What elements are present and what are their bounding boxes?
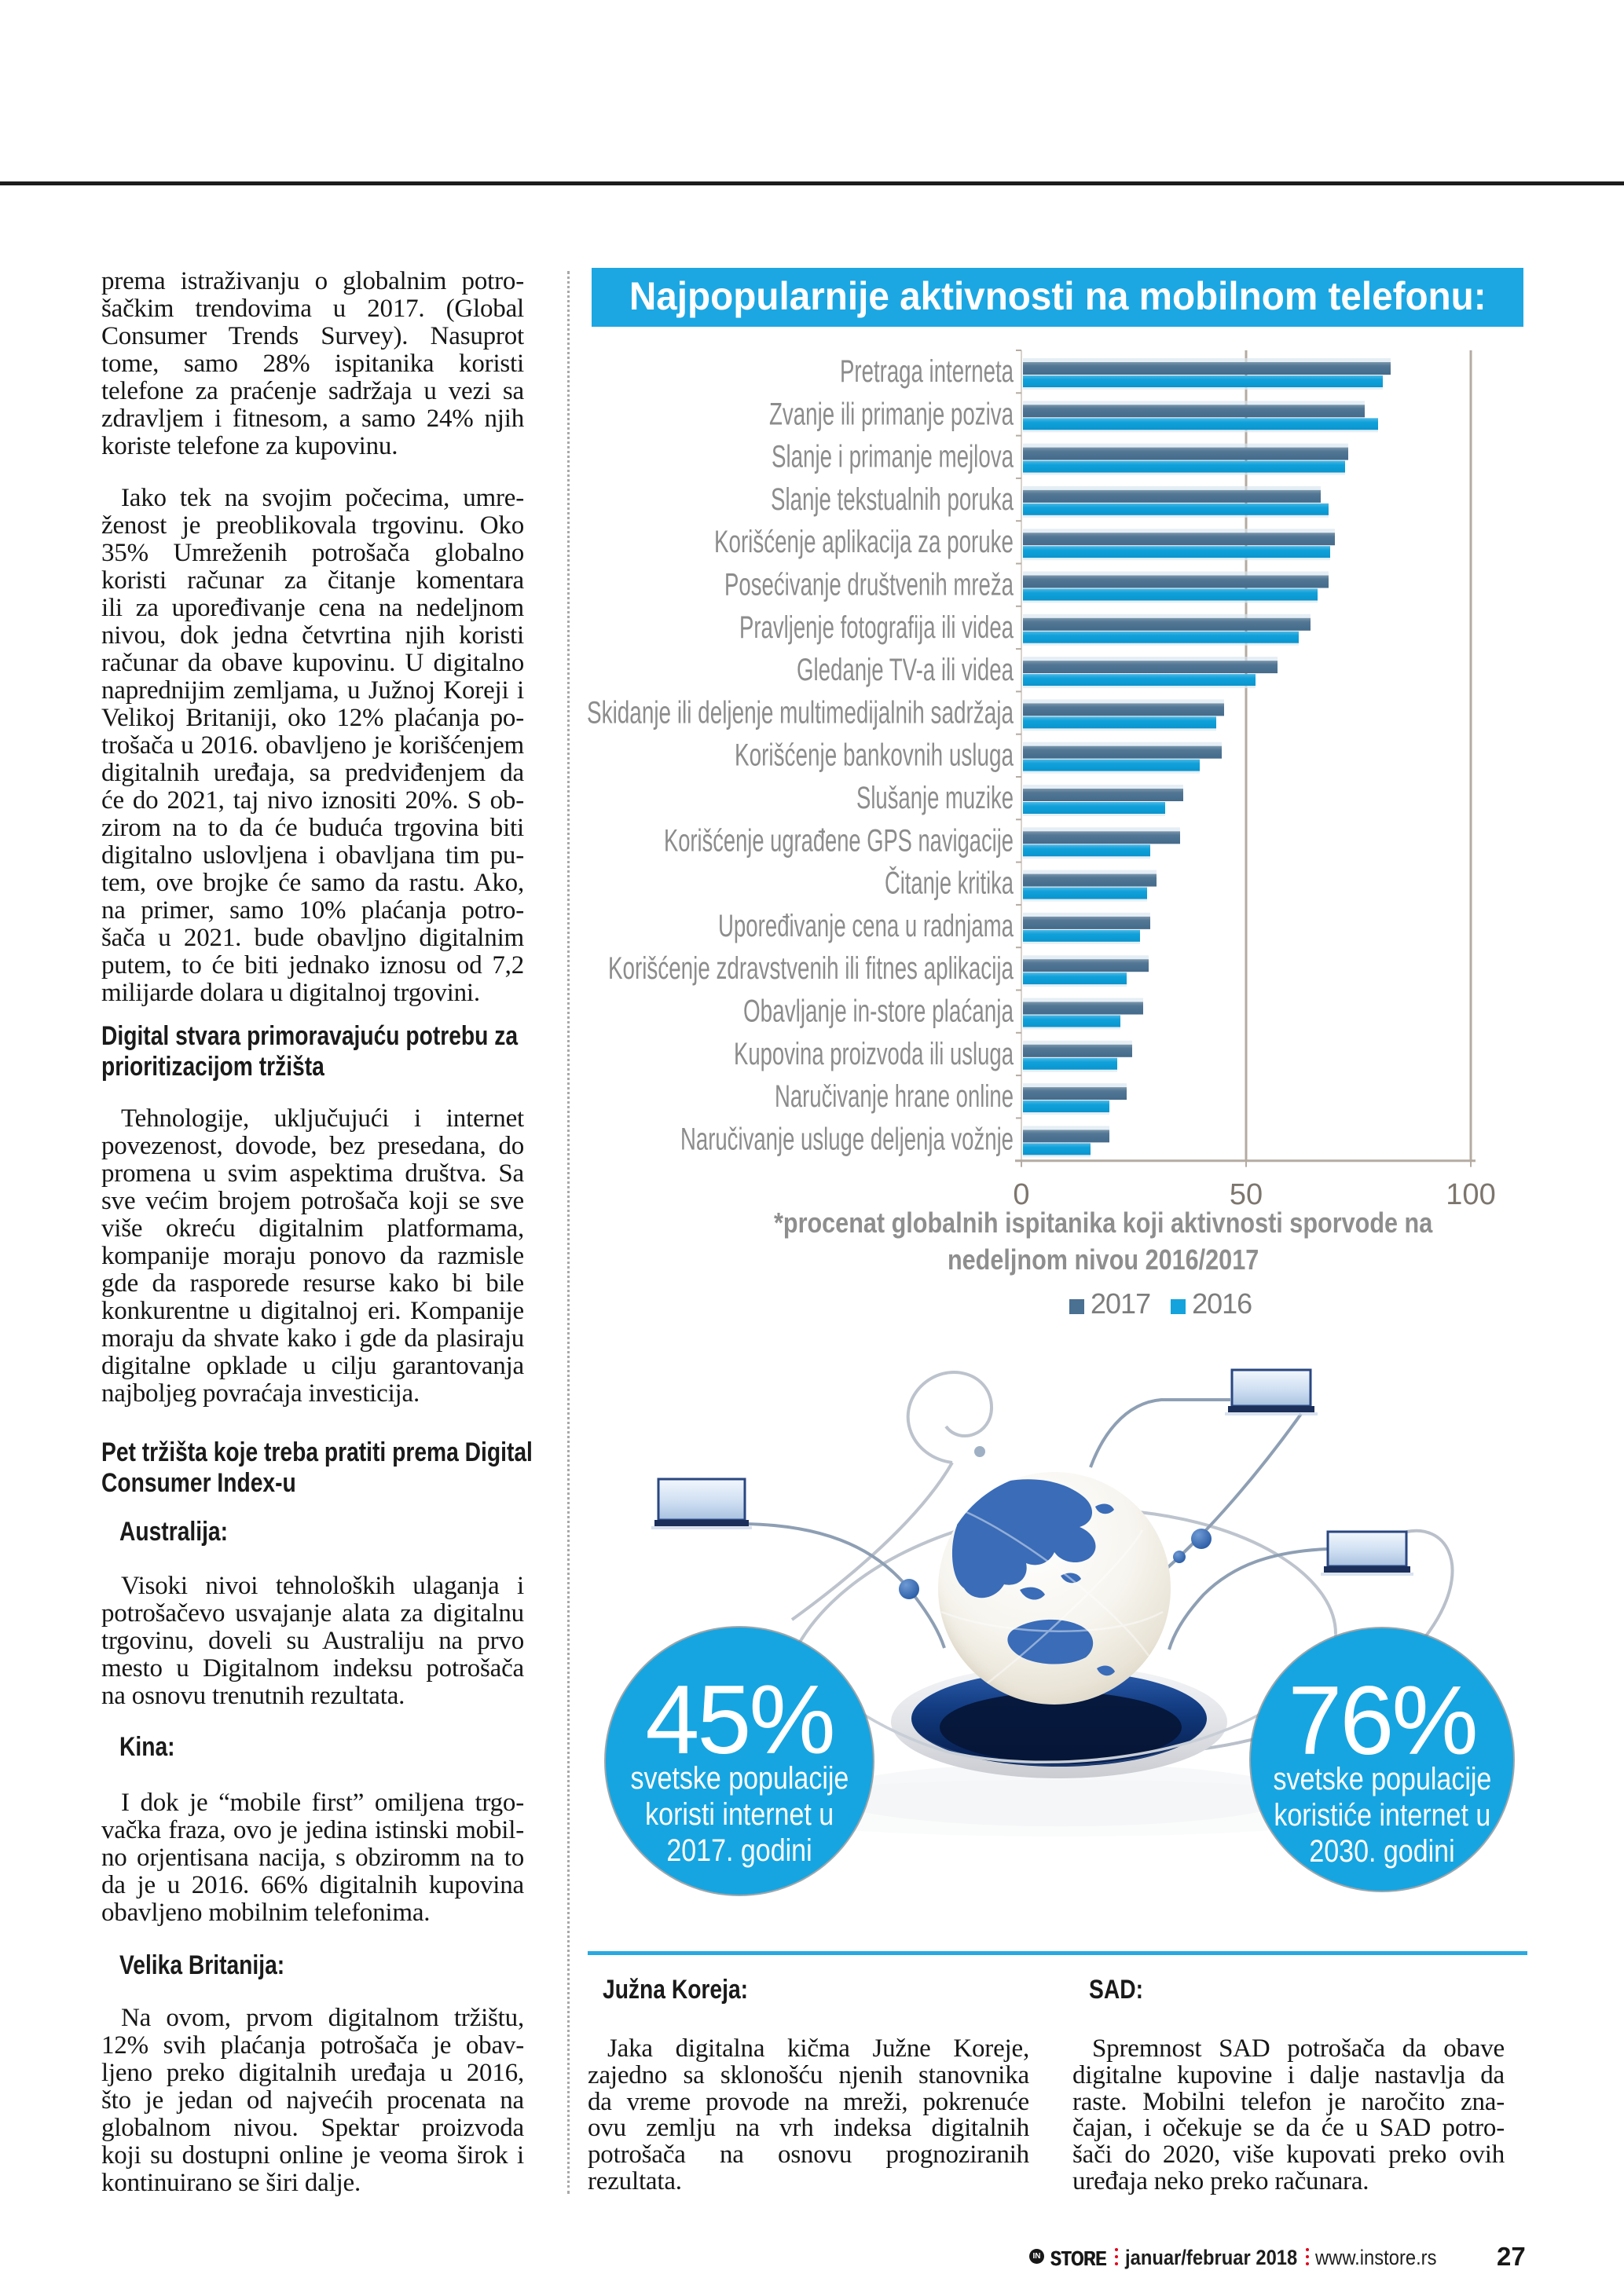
svg-text:Posećivanje društvenih mreža: Posećivanje društvenih mreža — [724, 568, 1014, 602]
svg-text:Korišćenje aplikacija za poruk: Korišćenje aplikacija za poruke — [714, 525, 1014, 559]
svg-text:Upoređivanje cena u radnjama: Upoređivanje cena u radnjama — [718, 909, 1014, 943]
svg-text:Korišćenje ugrađene GPS naviga: Korišćenje ugrađene GPS navigacije — [664, 823, 1014, 858]
svg-text:Zvanje ili primanje poziva: Zvanje ili primanje poziva — [769, 397, 1014, 431]
svg-text:Slanje i primanje mejlova: Slanje i primanje mejlova — [772, 440, 1014, 474]
svg-text:Skidanje ili deljenje multimed: Skidanje ili deljenje multimedijalnih sa… — [587, 695, 1014, 730]
svg-text:Korišćenje zdravstvenih ili fi: Korišćenje zdravstvenih ili fitnes aplik… — [608, 951, 1014, 986]
svg-text:Pravljenje fotografija ili vid: Pravljenje fotografija ili videa — [739, 610, 1014, 645]
svg-text:Obavljanje in-store plaćanja: Obavljanje in-store plaćanja — [743, 994, 1014, 1029]
svg-text:Naručivanje usluge deljenja vo: Naručivanje usluge deljenja vožnje — [680, 1122, 1014, 1156]
svg-text:Gledanje TV-a ili videa: Gledanje TV-a ili videa — [797, 653, 1014, 687]
svg-text:Pretraga interneta: Pretraga interneta — [840, 354, 1014, 389]
svg-text:Naručivanje hrane online: Naručivanje hrane online — [775, 1079, 1014, 1114]
svg-text:Slanje tekstualnih poruka: Slanje tekstualnih poruka — [771, 482, 1014, 517]
svg-text:50: 50 — [1230, 1178, 1263, 1211]
svg-text:Kupovina proizvoda ili usluga: Kupovina proizvoda ili usluga — [734, 1037, 1014, 1071]
svg-text:Čitanje kritika: Čitanje kritika — [885, 866, 1014, 901]
svg-text:0: 0 — [1013, 1178, 1029, 1211]
svg-text:Korišćenje bankovnih usluga: Korišćenje bankovnih usluga — [735, 738, 1014, 773]
svg-text:Slušanje muzike: Slušanje muzike — [856, 781, 1014, 815]
svg-text:100: 100 — [1446, 1178, 1495, 1211]
